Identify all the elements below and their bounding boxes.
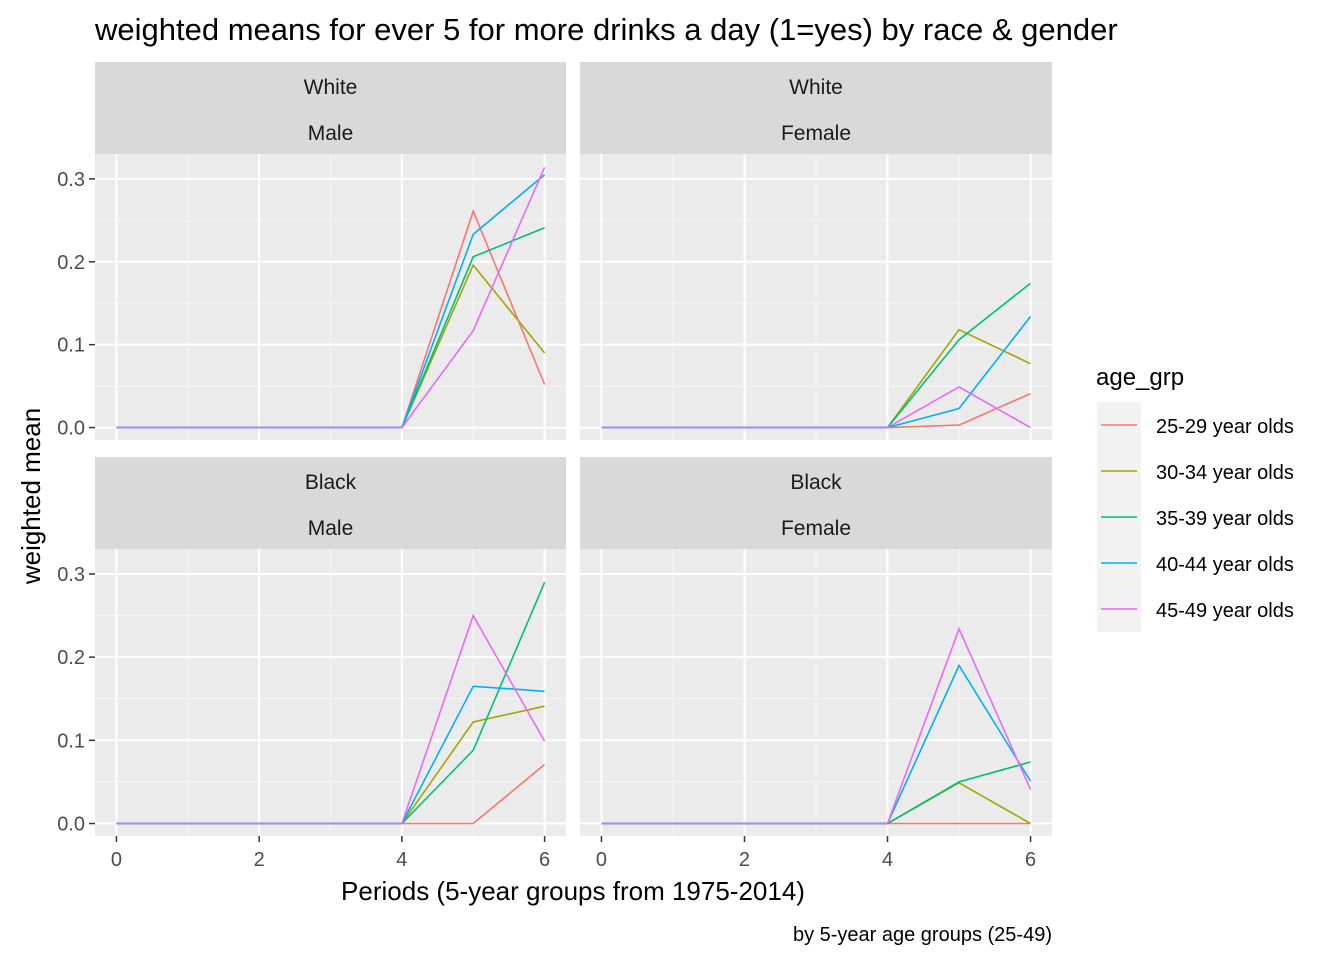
y-tick-label: 0.0 bbox=[57, 814, 85, 836]
x-tick-label: 4 bbox=[396, 849, 407, 871]
x-axis-label: Periods (5-year groups from 1975-2014) bbox=[341, 876, 805, 906]
y-axis-label: weighted mean bbox=[16, 408, 46, 585]
facet-strip-race: Black bbox=[305, 471, 357, 494]
x-tick-label: 4 bbox=[882, 849, 893, 871]
series-line bbox=[116, 166, 546, 429]
facet-panels: White Male 0.0 0.1 0.2 0.3 White Female Black Mal… bbox=[57, 62, 1052, 871]
facet-strip bbox=[95, 62, 566, 154]
chart-caption: by 5-year age groups (25-49) bbox=[793, 924, 1052, 946]
facet-strip-gender: Male bbox=[308, 517, 354, 540]
facet-strip-race: White bbox=[304, 76, 358, 99]
facet-panel: White Female bbox=[580, 62, 1052, 440]
x-tick-label: 6 bbox=[539, 849, 550, 871]
legend-label: 35-39 year olds bbox=[1156, 508, 1294, 530]
legend-label: 25-29 year olds bbox=[1156, 416, 1294, 438]
y-tick-label: 0.3 bbox=[57, 169, 85, 191]
facet-strip bbox=[580, 62, 1052, 154]
legend-label: 45-49 year olds bbox=[1156, 600, 1294, 622]
facet-strip bbox=[95, 457, 566, 549]
facet-strip-gender: Female bbox=[781, 517, 851, 540]
x-tick-label: 6 bbox=[1025, 849, 1036, 871]
y-tick-label: 0.2 bbox=[57, 647, 85, 669]
y-tick-label: 0.2 bbox=[57, 252, 85, 274]
x-tick-label: 0 bbox=[596, 849, 607, 871]
series-line bbox=[601, 626, 1032, 825]
legend-label: 40-44 year olds bbox=[1156, 554, 1294, 576]
facet-strip-race: White bbox=[789, 76, 843, 99]
series-line bbox=[601, 385, 1031, 429]
legend-label: 30-34 year olds bbox=[1156, 462, 1294, 484]
chart-title: weighted means for ever 5 for more drink… bbox=[94, 12, 1118, 47]
x-tick-label: 2 bbox=[739, 849, 750, 871]
legend-title: age_grp bbox=[1096, 364, 1184, 391]
facet-strip-race: Black bbox=[790, 471, 842, 494]
facet-strip-gender: Female bbox=[781, 122, 851, 145]
y-tick-label: 0.1 bbox=[57, 335, 85, 357]
facet-panel: Black Male 0.0 0.1 0.2 0.3 0 2 4 6 bbox=[57, 457, 566, 871]
facet-strip-gender: Male bbox=[308, 122, 354, 145]
x-tick-label: 2 bbox=[254, 849, 265, 871]
x-tick-label: 0 bbox=[111, 849, 122, 871]
series-line bbox=[116, 613, 546, 825]
facet-panel: Black Female 0 2 4 6 bbox=[580, 457, 1052, 871]
facet-panel: White Male 0.0 0.1 0.2 0.3 bbox=[57, 62, 566, 440]
y-tick-label: 0.3 bbox=[57, 564, 85, 586]
y-tick-label: 0.0 bbox=[57, 418, 85, 440]
facet-strip bbox=[580, 457, 1052, 549]
y-tick-label: 0.1 bbox=[57, 730, 85, 752]
legend: age_grp 25-29 year olds 30-34 year olds 35… bbox=[1096, 364, 1294, 632]
